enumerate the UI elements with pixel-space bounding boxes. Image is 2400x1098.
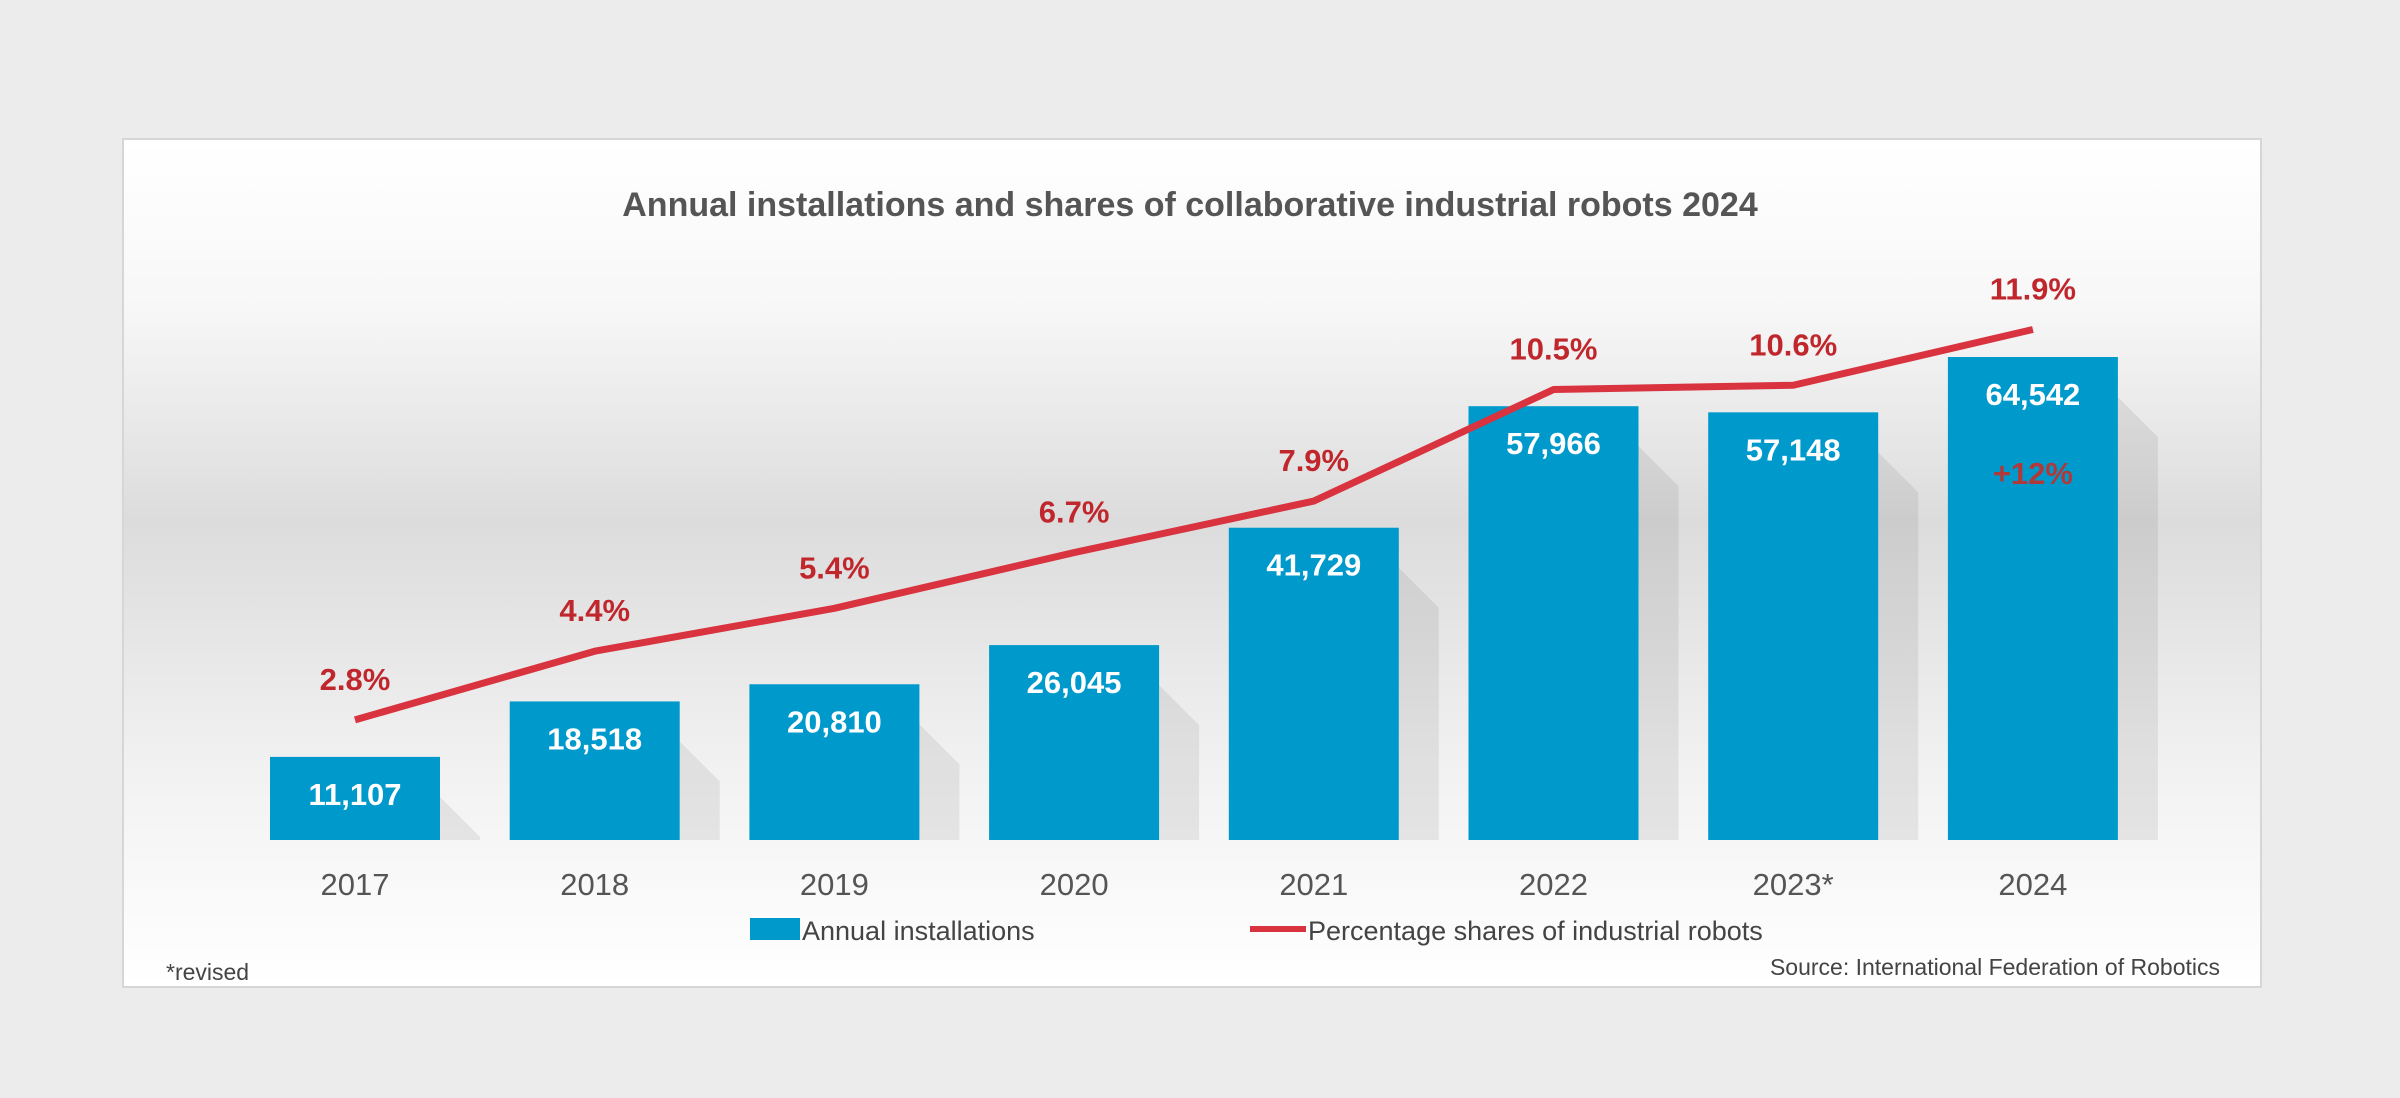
legend-line-label: Percentage shares of industrial robots bbox=[1308, 916, 1763, 946]
bar-2020 bbox=[989, 645, 1160, 840]
bar-value-label: 57,148 bbox=[1746, 432, 1841, 467]
line-value-label: 11.9% bbox=[1990, 271, 2076, 306]
x-tick-label: 2021 bbox=[1279, 867, 1348, 902]
line-value-label: 2.8% bbox=[320, 662, 391, 697]
line-value-label: 10.5% bbox=[1510, 332, 1598, 367]
x-tick-label: 2022 bbox=[1519, 867, 1588, 902]
bar-shadow bbox=[2117, 397, 2158, 840]
bar-2021 bbox=[1228, 527, 1399, 840]
bar-value-label: 57,966 bbox=[1506, 426, 1601, 461]
bar-2022 bbox=[1468, 406, 1639, 840]
bar-shadow bbox=[919, 724, 960, 840]
line-value-label: 7.9% bbox=[1278, 443, 1349, 478]
chart-card bbox=[122, 138, 2262, 988]
line-value-label: 6.7% bbox=[1039, 495, 1110, 530]
x-tick-label: 2023* bbox=[1753, 867, 1834, 902]
footnote: *revised bbox=[166, 959, 249, 985]
legend-bar-label: Annual installations bbox=[802, 916, 1035, 946]
x-tick-label: 2020 bbox=[1040, 867, 1109, 902]
bar-value-label: 26,045 bbox=[1027, 665, 1122, 700]
bar-shadow bbox=[679, 741, 720, 840]
share-line bbox=[354, 326, 2034, 724]
chart-title: Annual installations and shares of colla… bbox=[622, 186, 1758, 224]
bar-2019 bbox=[749, 684, 920, 840]
bar-2018 bbox=[509, 701, 680, 840]
bar-shadow bbox=[440, 796, 480, 840]
line-value-label: 10.6% bbox=[1749, 327, 1837, 362]
bar-2024 bbox=[1947, 357, 2118, 840]
bar-value-label: 11,107 bbox=[308, 777, 401, 812]
bar-value-label: 41,729 bbox=[1266, 548, 1361, 583]
x-tick-label: 2019 bbox=[800, 867, 869, 902]
growth-annotation: +12% bbox=[1993, 456, 2073, 491]
source: Source: International Federation of Robo… bbox=[1770, 954, 2220, 980]
bar-value-label: 20,810 bbox=[787, 704, 882, 739]
bar-shadow bbox=[1398, 567, 1439, 840]
line-value-label: 4.4% bbox=[559, 593, 630, 628]
bar-2023* bbox=[1708, 412, 1879, 840]
bar-value-label: 18,518 bbox=[547, 721, 642, 756]
bar-value-label: 64,542 bbox=[1985, 377, 2080, 412]
bar-shadow bbox=[1638, 446, 1679, 840]
x-tick-label: 2017 bbox=[321, 867, 390, 902]
bar-2017 bbox=[270, 756, 440, 840]
legend-line-swatch bbox=[1250, 926, 1306, 932]
bar-shadow bbox=[1878, 452, 1919, 840]
x-tick-label: 2018 bbox=[560, 867, 629, 902]
bar-shadow bbox=[1159, 685, 1200, 840]
legend-bar-swatch bbox=[750, 918, 800, 940]
x-tick-label: 2024 bbox=[1998, 867, 2067, 902]
line-value-label: 5.4% bbox=[799, 550, 870, 585]
